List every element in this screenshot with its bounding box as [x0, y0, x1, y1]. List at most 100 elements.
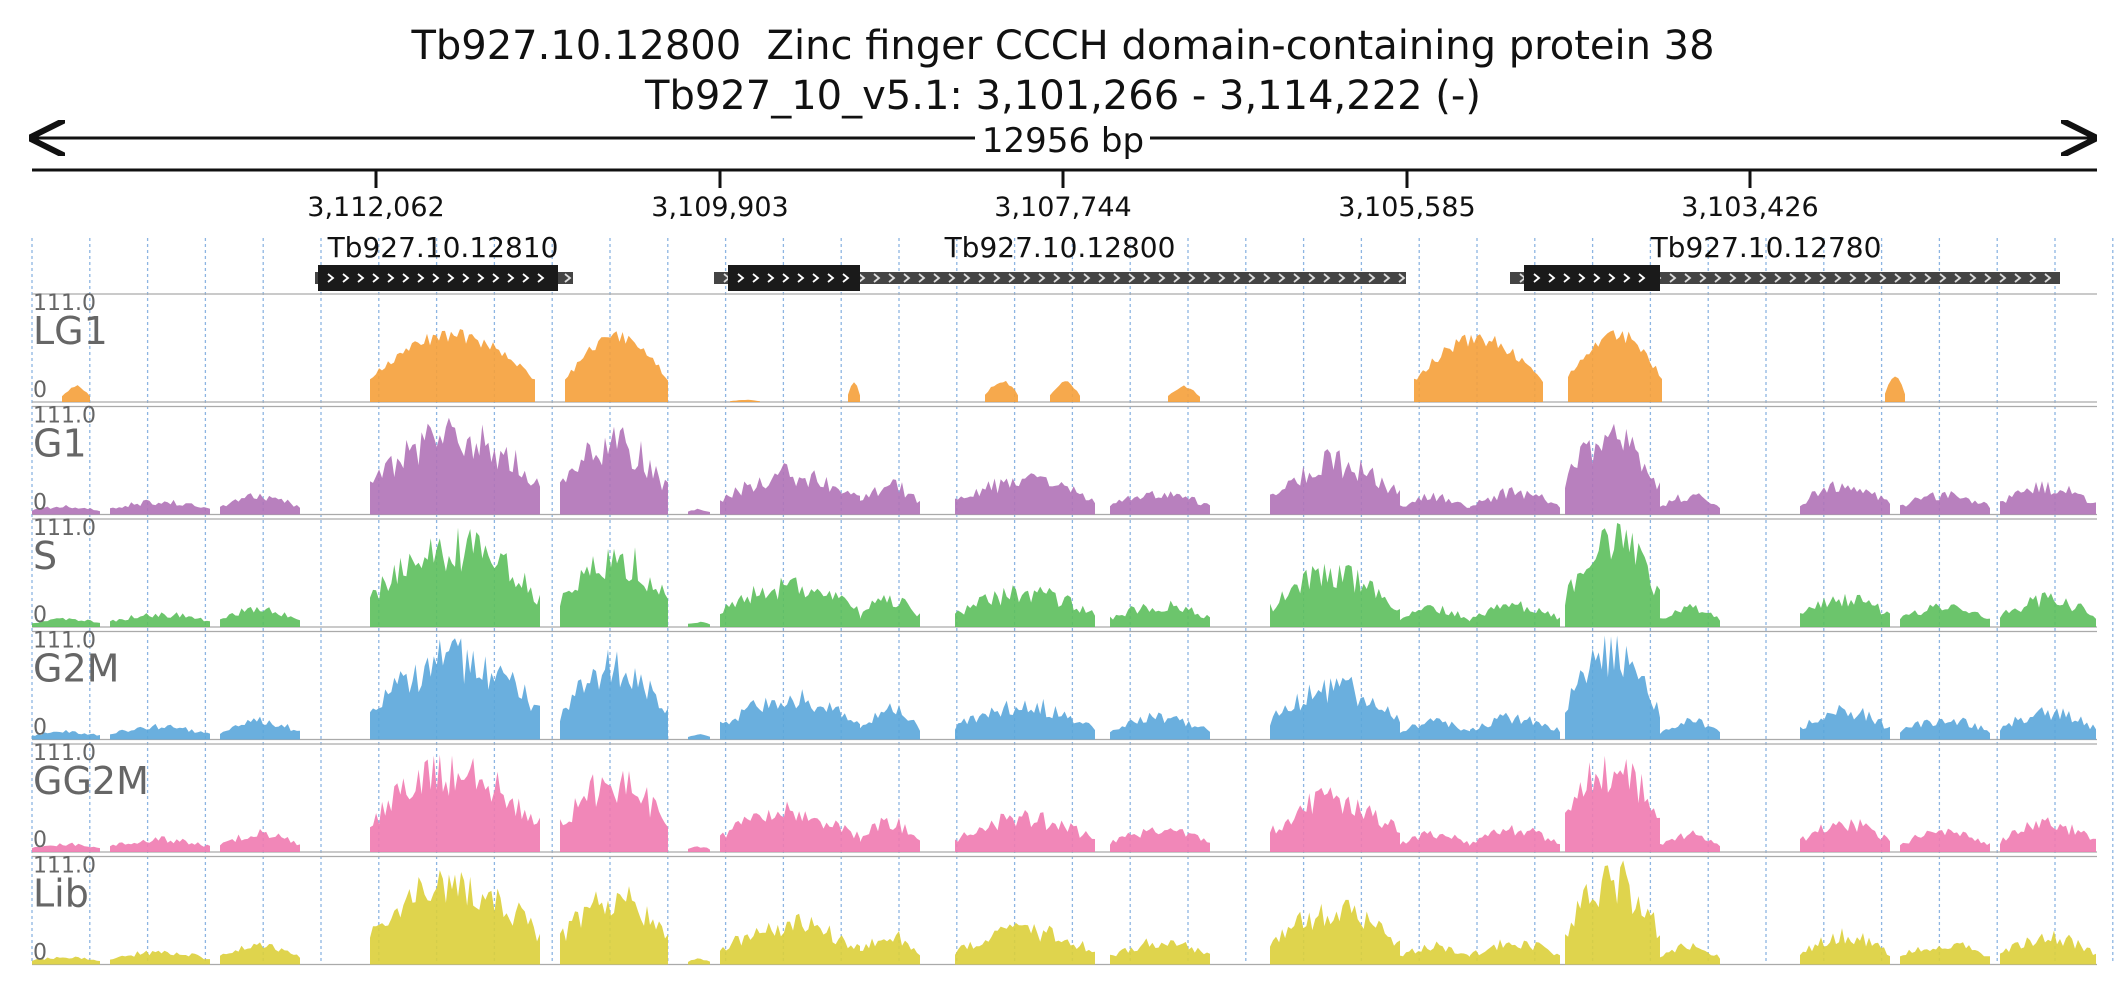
strand-chevron	[462, 273, 470, 283]
strand-chevron	[737, 273, 745, 283]
axis-tick-label: 3,107,744	[994, 192, 1131, 223]
coverage-area	[32, 523, 2096, 627]
strand-chevron	[1248, 273, 1256, 283]
axis-tick-label: 3,105,585	[1338, 192, 1475, 223]
strand-chevron	[1068, 273, 1076, 283]
axis-tick-label: 3,112,062	[307, 192, 444, 223]
strand-chevron	[1984, 273, 1992, 283]
strand-chevron	[522, 273, 530, 283]
strand-chevron	[1023, 273, 1031, 283]
strand-chevron	[1759, 273, 1767, 283]
strand-chevron	[1383, 273, 1391, 283]
track-label-lib: Lib	[33, 872, 89, 916]
strand-chevron	[1053, 273, 1061, 283]
gene-title: Tb927.10.12800 Zinc finger CCCH domain-c…	[411, 23, 1715, 69]
strand-chevron	[1098, 273, 1106, 283]
strand-chevron	[1804, 273, 1812, 283]
strand-chevron	[1593, 273, 1601, 283]
strand-chevron	[477, 273, 485, 283]
strand-chevron	[1533, 273, 1541, 283]
strand-chevron	[1233, 273, 1241, 283]
strand-chevron	[1669, 273, 1677, 283]
strand-chevron	[2014, 273, 2022, 283]
axis-tick-label: 3,103,426	[1681, 192, 1818, 223]
strand-chevron	[1128, 273, 1136, 283]
coverage-tracks: 111.00LG1111.00G1111.00S111.00G2M111.00G…	[32, 291, 2097, 966]
gene-label-12800: Tb927.10.12800	[944, 231, 1176, 264]
gene-label-12780: Tb927.10.12780	[1650, 231, 1882, 264]
track-lib: 111.0 0 Lib	[32, 854, 2097, 966]
track-label-gg2m: GG2M	[33, 759, 149, 803]
track-label-g2m: G2M	[33, 647, 119, 691]
strand-chevron	[858, 273, 866, 283]
coverage-area	[32, 754, 2096, 852]
strand-chevron	[1744, 273, 1752, 283]
strand-chevron	[1143, 273, 1151, 283]
coverage-area	[32, 635, 2096, 740]
strand-chevron	[1218, 273, 1226, 283]
strand-chevron	[797, 273, 805, 283]
strand-chevron	[1308, 273, 1316, 283]
strand-chevron	[1563, 273, 1571, 283]
strand-chevron	[1939, 273, 1947, 283]
strand-chevron	[812, 273, 820, 283]
strand-chevron	[357, 273, 365, 283]
strand-chevron	[933, 273, 941, 283]
strand-chevron	[1353, 273, 1361, 283]
strand-chevron	[2029, 273, 2037, 283]
track-min-label: 0	[33, 941, 47, 966]
strand-chevron	[1278, 273, 1286, 283]
strand-chevron	[1608, 273, 1616, 283]
track-s: 111.0 0 S	[32, 516, 2097, 628]
strand-chevron	[1008, 273, 1016, 283]
strand-chevron	[827, 273, 835, 283]
locus-title: Tb927_10_v5.1: 3,101,266 - 3,114,222 (-)	[645, 73, 1481, 119]
strand-chevron	[1368, 273, 1376, 283]
strand-chevron	[1038, 273, 1046, 283]
strand-chevron	[1188, 273, 1196, 283]
strand-chevron	[1894, 273, 1902, 283]
strand-chevron	[1203, 273, 1211, 283]
strand-chevron	[1398, 273, 1406, 283]
track-max-label: 111.0	[33, 629, 96, 654]
strand-chevron	[387, 273, 395, 283]
strand-chevron	[1699, 273, 1707, 283]
strand-chevron	[372, 273, 380, 283]
strand-chevron	[507, 273, 515, 283]
gene-label-12810: Tb927.10.12810	[327, 231, 559, 264]
track-max-label: 111.0	[33, 404, 96, 429]
strand-chevron	[1323, 273, 1331, 283]
strand-chevron	[1623, 273, 1631, 283]
strand-chevron	[1684, 273, 1692, 283]
track-max-label: 111.0	[33, 741, 96, 766]
strand-chevron	[767, 273, 775, 283]
strand-chevron	[782, 273, 790, 283]
strand-chevron	[327, 273, 335, 283]
strand-chevron	[1548, 273, 1556, 283]
strand-chevron	[564, 273, 572, 283]
track-g1: 111.0 0 G1	[32, 404, 2097, 516]
coverage-area	[32, 860, 2096, 965]
track-min-label: 0	[33, 603, 47, 628]
track-max-label: 111.0	[33, 291, 96, 316]
strand-chevron	[1173, 273, 1181, 283]
strand-chevron	[918, 273, 926, 283]
strand-chevron	[492, 273, 500, 283]
coverage-area	[32, 417, 2096, 515]
axis-tick-label: 3,109,903	[651, 192, 788, 223]
strand-chevron	[1338, 273, 1346, 283]
strand-chevron	[1999, 273, 2007, 283]
strand-chevron	[1969, 273, 1977, 283]
strand-chevron	[948, 273, 956, 283]
strand-chevron	[1293, 273, 1301, 283]
track-max-label: 111.0	[33, 516, 96, 541]
track-min-label: 0	[33, 828, 47, 853]
strand-chevron	[842, 273, 850, 283]
strand-chevron	[1954, 273, 1962, 283]
strand-chevron	[447, 273, 455, 283]
coverage-area	[32, 329, 2096, 402]
strand-chevron	[432, 273, 440, 283]
track-lg1: 111.0 0 LG1	[32, 291, 2097, 403]
strand-chevron	[1909, 273, 1917, 283]
track-label-g1: G1	[33, 422, 87, 466]
